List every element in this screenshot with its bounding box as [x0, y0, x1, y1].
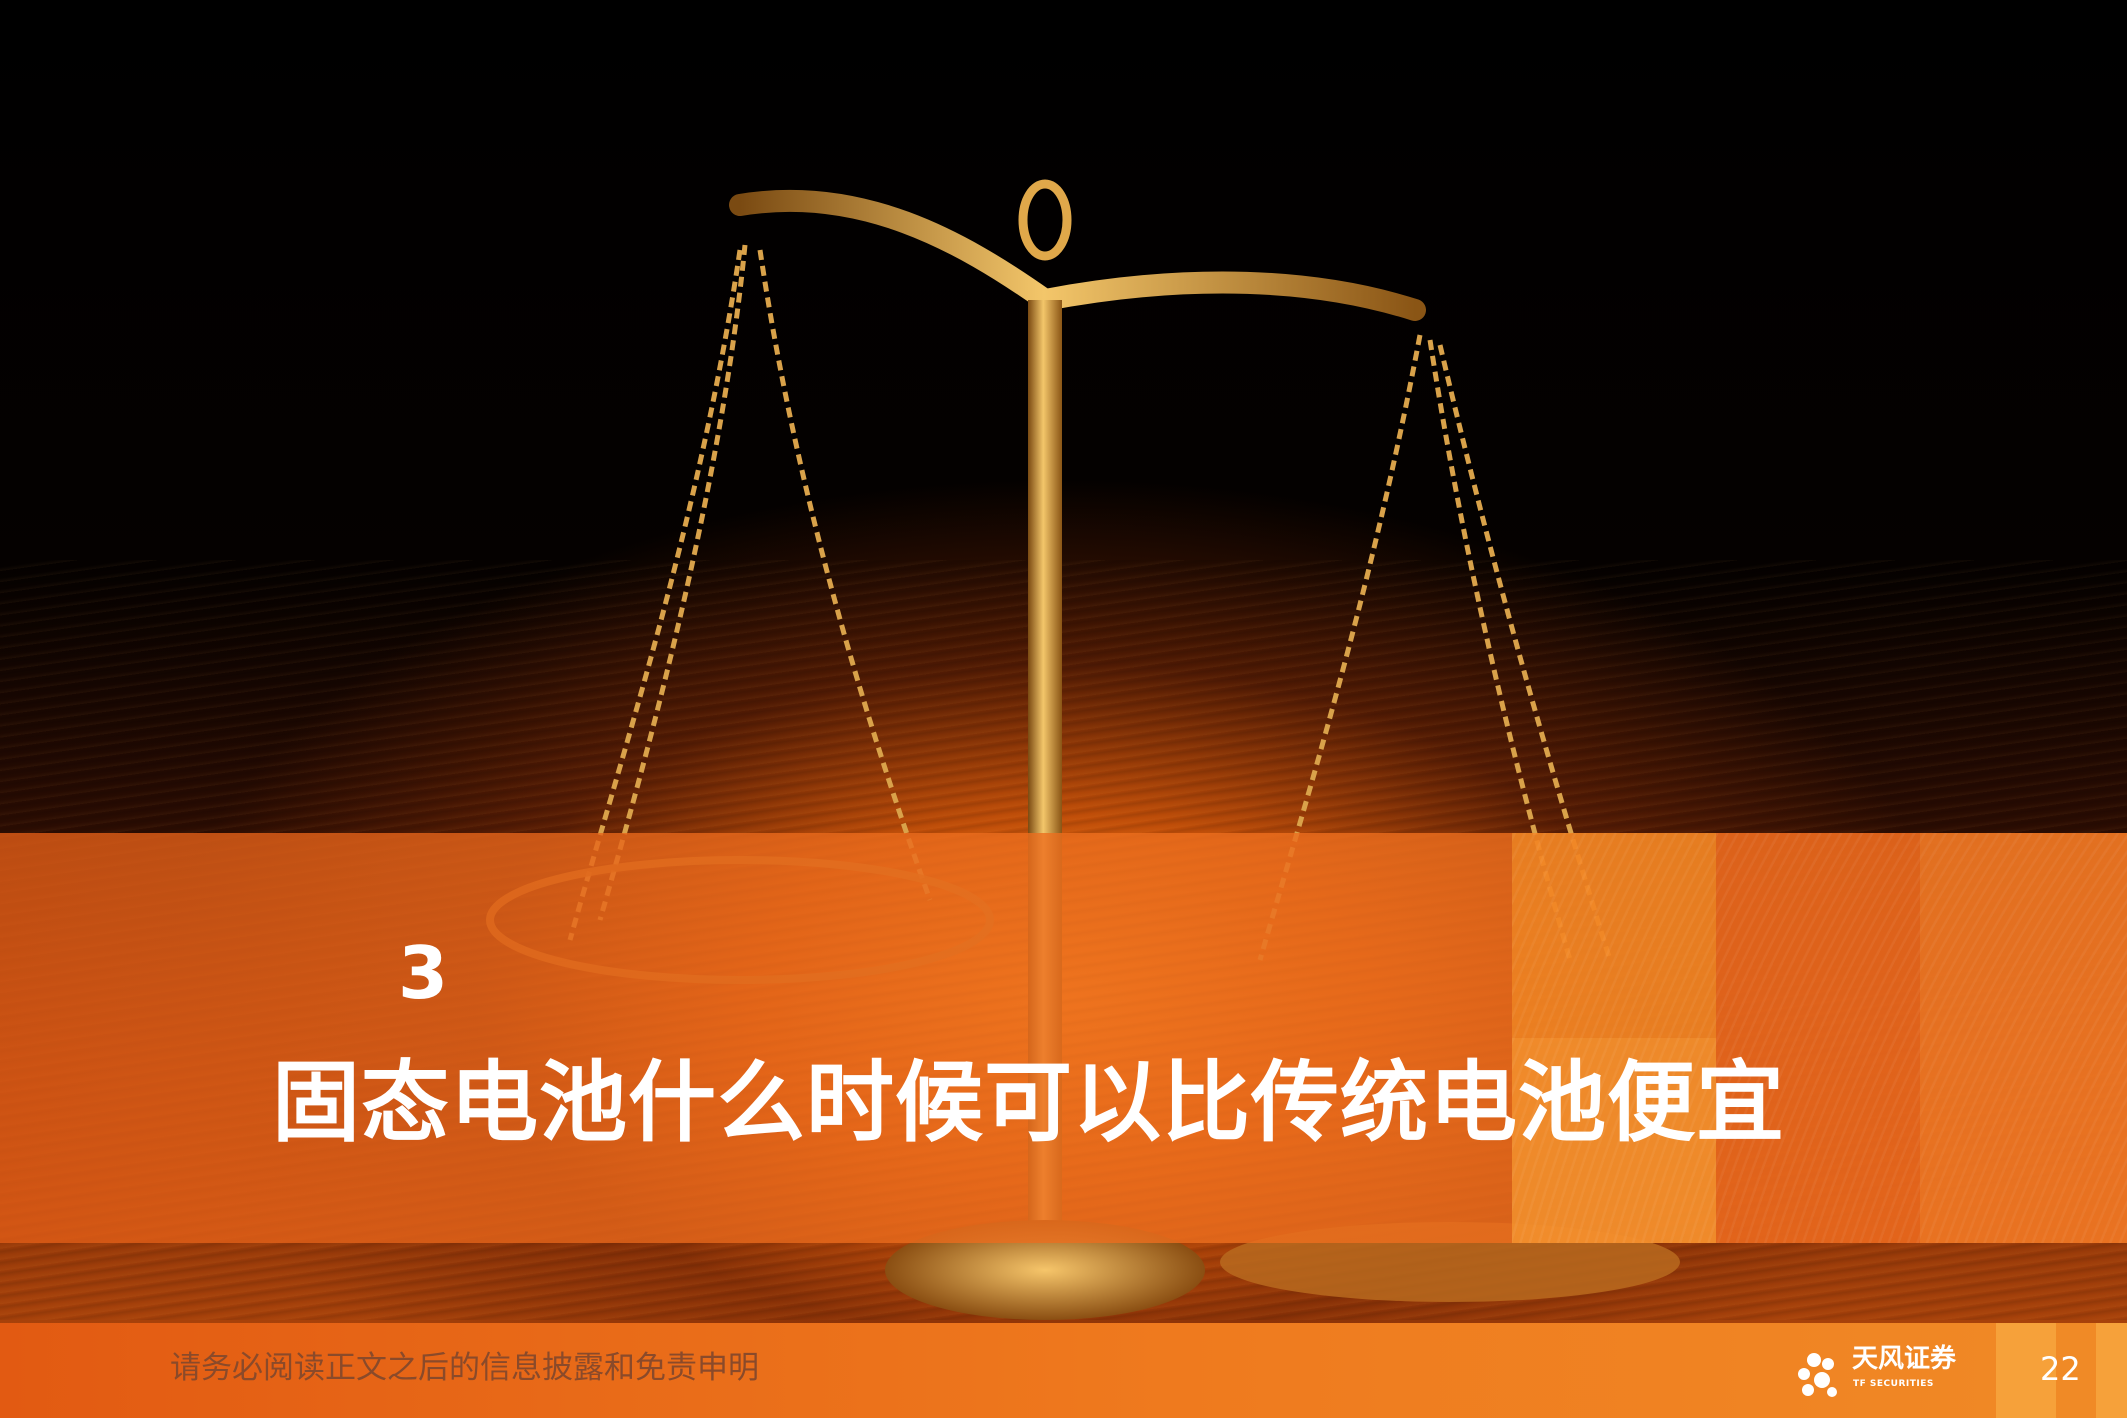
scale-base	[885, 1220, 1205, 1320]
flower-logo-icon	[1798, 1353, 1837, 1397]
decor-tile	[1512, 1038, 1716, 1243]
logo-text-en: TF SECURITIES	[1853, 1379, 1934, 1389]
decor-tile	[1512, 833, 1716, 1243]
scale-finial	[1018, 179, 1072, 261]
footer-decor-tile	[1996, 1323, 2056, 1418]
page-number: 22	[2040, 1350, 2081, 1388]
decor-tile	[1920, 833, 2127, 1243]
logo-text-cn: 天风证券	[1852, 1344, 1957, 1374]
section-number: 3	[398, 931, 449, 1015]
scale-beam	[729, 189, 1426, 321]
decor-tile	[1716, 833, 1920, 1243]
footer-bar	[0, 1323, 2127, 1418]
footer-decor-tile	[2096, 1323, 2127, 1418]
footer-disclaimer: 请务必阅读正文之后的信息披露和免责申明	[170, 1350, 759, 1386]
section-title: 固态电池什么时候可以比传统电池便宜	[272, 1051, 1786, 1154]
